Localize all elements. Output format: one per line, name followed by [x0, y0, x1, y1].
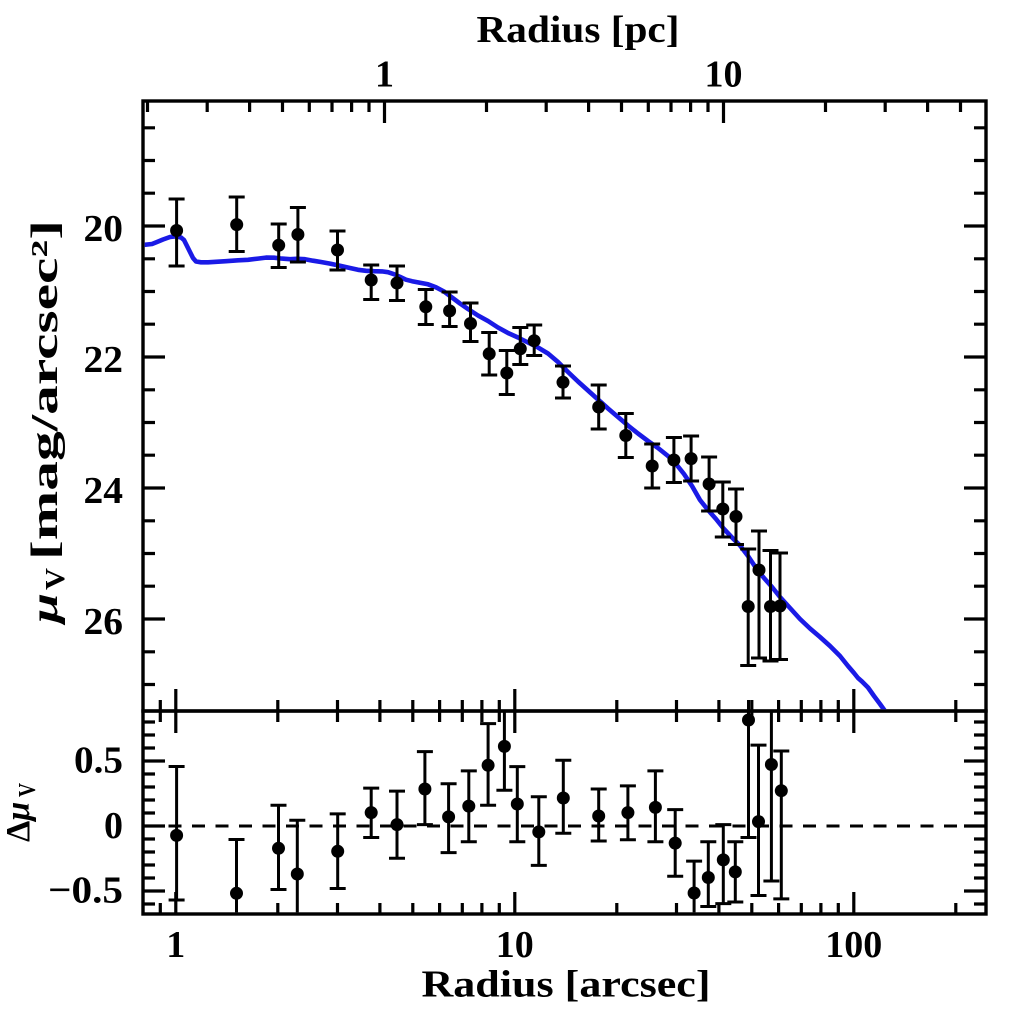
svg-text:−0.5: −0.5: [48, 870, 123, 912]
svg-text:1: 1: [375, 54, 394, 96]
svg-text:V: V: [15, 782, 41, 797]
svg-text:10: 10: [496, 924, 534, 966]
svg-text:V: V: [40, 567, 70, 590]
svg-text:μ: μ: [24, 593, 66, 626]
svg-text:10: 10: [705, 54, 743, 96]
svg-text:0.5: 0.5: [74, 740, 123, 782]
svg-text:100: 100: [825, 924, 882, 966]
svg-text:[mag/arcsec²]: [mag/arcsec²]: [24, 220, 66, 560]
svg-text:0: 0: [104, 805, 123, 847]
svg-text:1: 1: [166, 924, 185, 966]
svg-text:20: 20: [84, 208, 124, 250]
svg-text:Δμ: Δμ: [0, 802, 37, 842]
svg-text:Radius [arcsec]: Radius [arcsec]: [422, 964, 711, 1006]
svg-text:Radius [pc]: Radius [pc]: [477, 9, 680, 51]
svg-text:26: 26: [84, 601, 124, 643]
svg-text:24: 24: [84, 470, 124, 512]
svg-text:22: 22: [84, 339, 124, 381]
